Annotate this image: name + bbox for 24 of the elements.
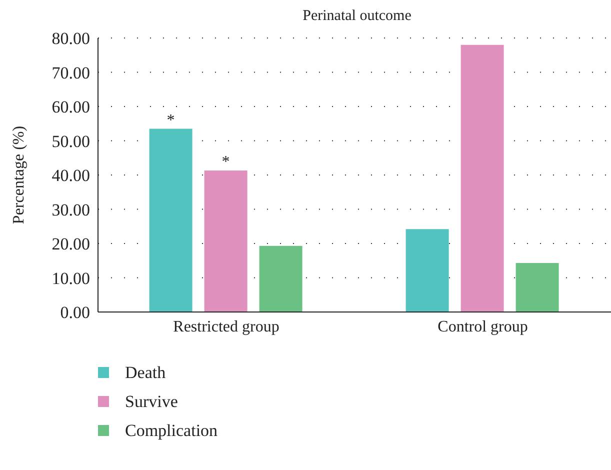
- bar: [204, 170, 248, 312]
- legend-label: Survive: [125, 392, 178, 412]
- y-tick-label: 10.00: [52, 268, 90, 288]
- bar: [406, 229, 449, 312]
- y-tick-label: 0.00: [60, 303, 90, 322]
- y-tick-label: 50.00: [52, 132, 90, 151]
- bar: [460, 44, 504, 312]
- y-tick-label: 20.00: [52, 234, 90, 254]
- x-tick-label: Control group: [438, 318, 528, 336]
- bar: [516, 263, 559, 312]
- chart-title: Perinatal outcome: [302, 8, 412, 26]
- y-tick-label: 70.00: [52, 63, 90, 82]
- bar: [149, 128, 192, 312]
- y-axis-title: Percentage (%): [10, 126, 28, 224]
- legend-label: Death: [125, 362, 166, 382]
- y-tick-label: 80.00: [52, 29, 90, 48]
- bar: [259, 246, 302, 312]
- annotation: *: [222, 154, 230, 171]
- y-tick-label: 40.00: [52, 166, 90, 186]
- x-tick-label: Restricted group: [173, 318, 280, 336]
- y-tick-label: 60.00: [52, 98, 90, 117]
- annotation: *: [166, 112, 175, 129]
- y-tick-label: 30.00: [52, 200, 90, 220]
- legend-label: Complication: [125, 420, 218, 440]
